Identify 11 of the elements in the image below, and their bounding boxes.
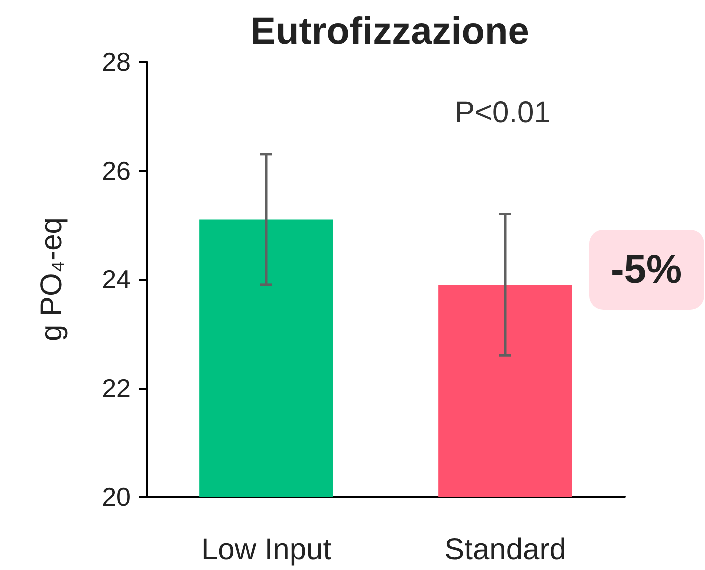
y-tick-label: 20 — [102, 482, 131, 512]
x-tick-label: Standard — [444, 534, 566, 566]
annotation: -5% — [610, 248, 682, 292]
x-tick-label: Low Input — [201, 534, 332, 566]
y-tick-label: 28 — [102, 47, 131, 77]
y-axis-title: g PO₄-eq — [36, 218, 68, 342]
y-tick-label: 22 — [102, 373, 131, 404]
y-tick-label: 26 — [102, 156, 131, 186]
annotation: P<0.01 — [455, 96, 551, 130]
y-tick-label: 24 — [102, 264, 131, 294]
chart-title: Eutrofizzazione — [250, 11, 530, 53]
